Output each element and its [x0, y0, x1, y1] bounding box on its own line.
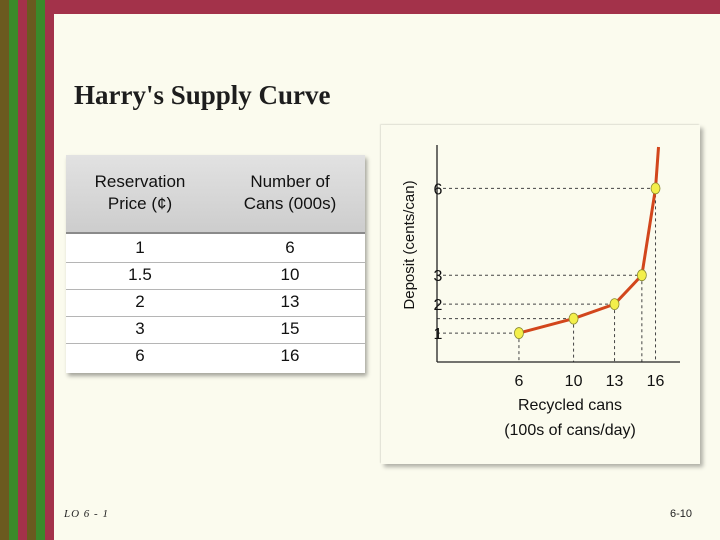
table-header-cans-line-2: Cans (000s): [243, 194, 337, 213]
x-axis-label-line-1: Recycled cans: [518, 397, 622, 414]
y-tick-labels: 1 2 3 6: [434, 181, 443, 343]
data-point: [568, 312, 579, 325]
table-header-cans-line-1: Number of: [250, 172, 330, 191]
x-tick-label: 10: [565, 373, 583, 390]
data-point: [514, 327, 524, 339]
data-point: [609, 298, 620, 311]
supply-curve-line: [518, 146, 661, 335]
x-tick-label: 6: [514, 373, 523, 390]
table-cell-cans: 6: [285, 238, 295, 257]
left-stripe-olive: [0, 0, 9, 540]
table-header-price-line-2: Price (¢): [107, 194, 173, 213]
x-tick-label: 13: [606, 373, 624, 390]
x-tick-label: 16: [647, 373, 665, 390]
table-row: 3 15: [66, 316, 365, 344]
table-row: 1.5 10: [66, 262, 365, 290]
table-cell-cans: 10: [280, 265, 300, 284]
table-header-cans: Number of Cans (000s): [216, 171, 364, 215]
supply-chart-panel: [381, 125, 700, 464]
chart-guides: [437, 187, 657, 362]
table-cell-price: 1: [135, 238, 145, 257]
left-stripe-green-2: [36, 0, 45, 540]
left-stripe-red: [18, 0, 27, 540]
left-stripe-olive-2: [27, 0, 36, 540]
slide-number: 6-10: [669, 508, 692, 520]
supply-table: Reservation Price (¢) Number of Cans (00…: [66, 155, 365, 373]
table-header-price: Reservation Price (¢): [66, 171, 214, 215]
table-row: 2 13: [66, 289, 365, 317]
chart-points: [514, 182, 661, 339]
table-cell-cans: 13: [280, 292, 300, 311]
left-stripe-red-2: [45, 0, 54, 540]
y-axis-label: Deposit (cents/can): [401, 180, 418, 309]
y-tick-label: 6: [434, 181, 443, 198]
table-header-price-line-1: Reservation: [94, 172, 186, 191]
y-tick-label: 1: [434, 326, 443, 343]
learning-objective-label: LO 6 - 1: [64, 508, 109, 520]
slide-title: Harry's Supply Curve: [74, 80, 331, 110]
x-tick-labels: 6 10 13 16: [514, 373, 664, 390]
table-cell-cans: 16: [280, 346, 300, 365]
y-tick-label: 3: [434, 268, 443, 285]
table-cell-cans: 15: [280, 319, 300, 338]
table-row: 1 6: [66, 235, 365, 263]
x-axis-label-line-2: (100s of cans/day): [504, 422, 636, 439]
top-bar: [0, 0, 720, 14]
table-cell-price: 1.5: [128, 265, 152, 284]
table-cell-price: 6: [135, 346, 145, 365]
y-tick-label: 2: [434, 297, 443, 314]
data-point: [636, 269, 647, 282]
data-point: [650, 182, 661, 195]
table-cell-price: 2: [135, 292, 145, 311]
table-row: 6 16: [66, 343, 365, 370]
left-stripe-green: [9, 0, 18, 540]
table-cell-price: 3: [135, 319, 145, 338]
table-header-row: Reservation Price (¢) Number of Cans (00…: [66, 155, 365, 234]
